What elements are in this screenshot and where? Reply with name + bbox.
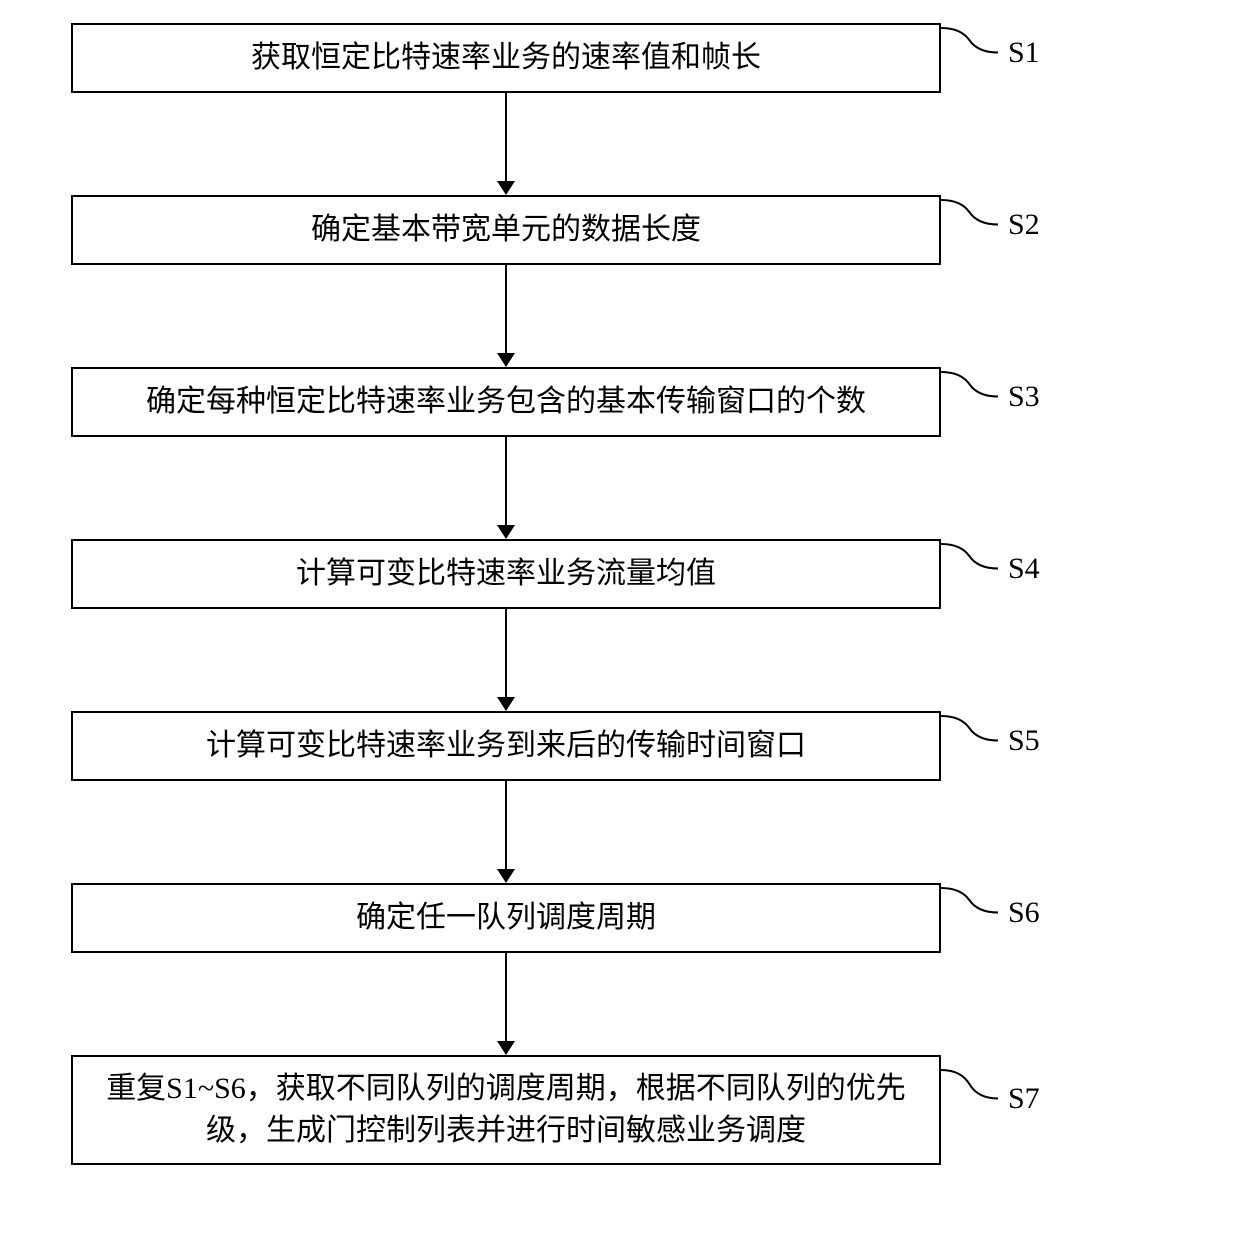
step-connector-s7 xyxy=(0,0,1240,1255)
flowchart-canvas: 获取恒定比特速率业务的速率值和帧长S1确定基本带宽单元的数据长度S2确定每种恒定… xyxy=(0,0,1240,1255)
